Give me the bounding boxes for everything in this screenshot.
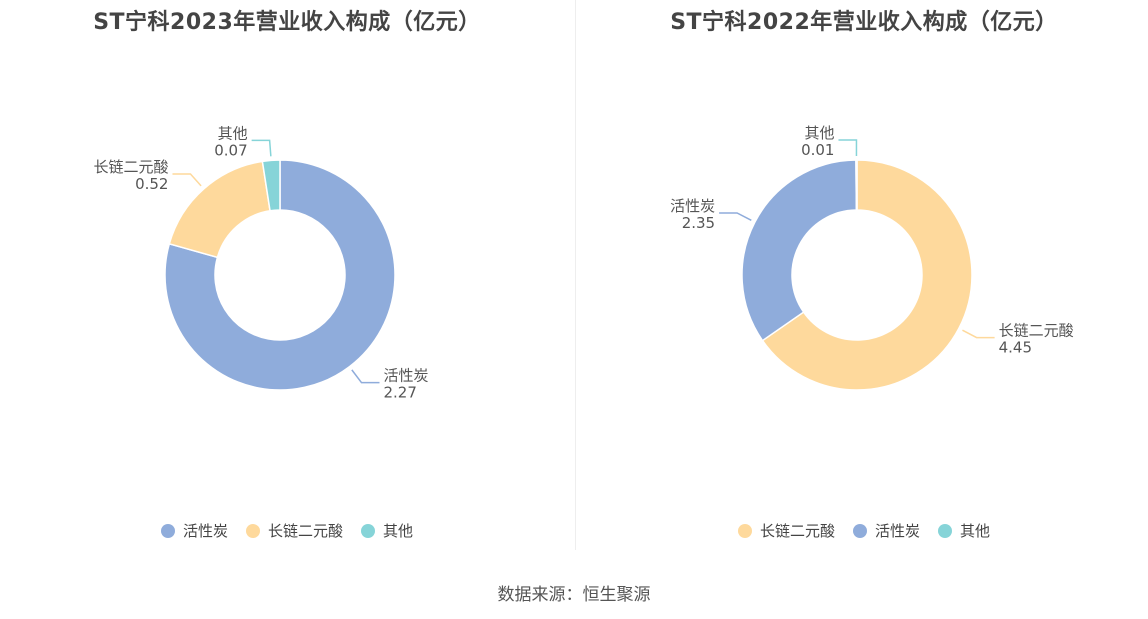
legend-marker-icon	[160, 523, 175, 538]
data-source-note: 数据来源：恒生聚源	[497, 585, 651, 605]
slice-label-value: 0.07	[214, 141, 247, 159]
leader-line-2	[838, 139, 858, 157]
legend: 长链二元酸 活性炭 其他	[577, 520, 1148, 541]
slice-label-value: 2.35	[682, 214, 715, 232]
legend-item[interactable]: 其他	[361, 520, 413, 541]
legend-label: 长链二元酸	[267, 522, 343, 540]
slice-label-name: 活性炭	[670, 197, 715, 215]
legend-item[interactable]: 其他	[938, 520, 990, 541]
leader-line-0	[351, 369, 380, 384]
leader-line-0	[962, 329, 995, 339]
legend-label: 其他	[960, 522, 991, 540]
leader-line-1	[172, 173, 202, 187]
legend-label: 活性炭	[874, 522, 920, 540]
pie-slice-1	[741, 159, 858, 342]
pie-slice-2	[261, 159, 281, 212]
legend-item[interactable]: 长链二元酸	[245, 520, 343, 541]
legend-item[interactable]: 长链二元酸	[737, 520, 835, 541]
leader-line-1	[719, 212, 752, 221]
legend-marker-icon	[938, 523, 952, 538]
slice-label-value: 4.45	[999, 339, 1032, 357]
legend-item[interactable]: 活性炭	[852, 520, 920, 541]
chart-title: ST宁科2023年营业收入构成（亿元）	[93, 10, 481, 35]
legend-item[interactable]: 活性炭	[160, 520, 228, 541]
pie-slice-1	[168, 160, 271, 259]
slice-label-name: 其他	[804, 124, 834, 142]
legend-marker-icon	[245, 523, 260, 538]
legend-label: 活性炭	[182, 522, 228, 540]
legend-marker-icon	[852, 523, 867, 538]
leader-line-2	[251, 139, 272, 157]
legend: 活性炭 长链二元酸 其他	[0, 520, 574, 541]
chart-title: ST宁科2022年营业收入构成（亿元）	[670, 10, 1058, 35]
slice-label-value: 0.01	[801, 141, 834, 159]
slice-label-name: 长链二元酸	[93, 158, 168, 176]
slice-label-name: 长链二元酸	[999, 322, 1074, 340]
chart-panel-2023: ST宁科2023年营业收入构成（亿元） 活性炭 2.27 长链二元酸 0.52 其他 0.…	[0, 0, 574, 555]
legend-label: 长链二元酸	[759, 522, 835, 540]
pie-slice-0	[761, 159, 973, 391]
legend-marker-icon	[737, 523, 752, 538]
legend-label: 其他	[383, 522, 414, 540]
panel-divider	[575, 0, 576, 550]
slice-label-name: 活性炭	[383, 367, 428, 385]
chart-panel-2022: ST宁科2022年营业收入构成（亿元） 长链二元酸 4.45 活性炭 2.35 其他 0.…	[577, 0, 1148, 555]
pie-slice-2	[855, 159, 858, 211]
slice-label-value: 0.52	[135, 175, 168, 193]
legend-marker-icon	[361, 523, 375, 538]
pie-slice-0	[164, 159, 396, 391]
slice-label-value: 2.27	[383, 384, 416, 402]
slice-label-name: 其他	[218, 124, 248, 142]
